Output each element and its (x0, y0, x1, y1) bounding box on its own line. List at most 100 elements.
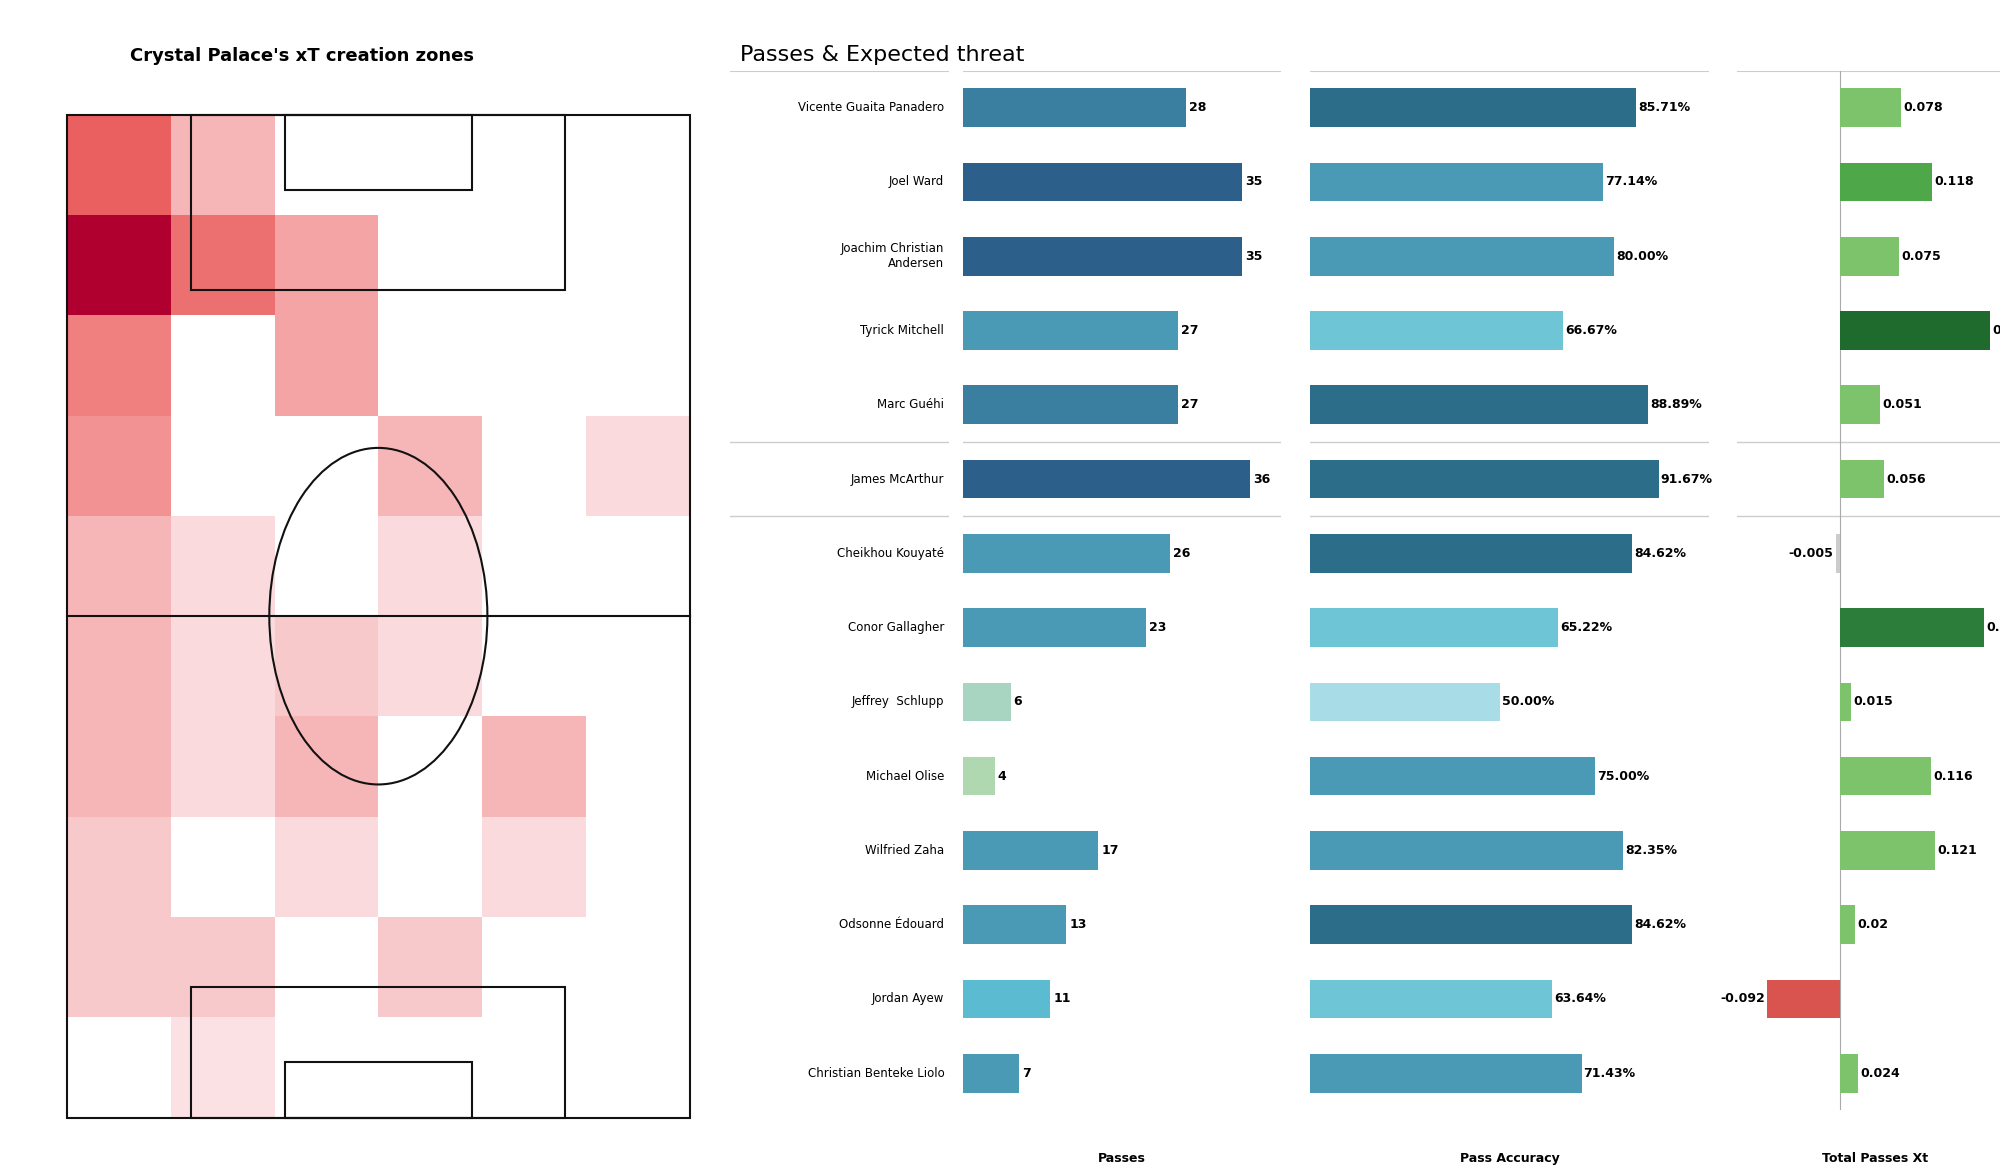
Bar (66, 717, 170, 817)
Bar (1836, 533, 1840, 572)
Text: 17: 17 (1102, 844, 1118, 857)
Bar (962, 683, 1010, 721)
Bar (66, 616, 170, 717)
Text: 35: 35 (1244, 175, 1262, 188)
Text: Vicente Guaita Panadero: Vicente Guaita Panadero (798, 101, 944, 114)
Bar (1840, 831, 1934, 870)
Bar (274, 215, 378, 315)
Text: -0.005: -0.005 (1788, 546, 1834, 559)
Bar (170, 215, 274, 315)
Bar (1840, 906, 1856, 944)
Text: 71.43%: 71.43% (1584, 1067, 1636, 1080)
Bar (962, 162, 1242, 201)
Bar (962, 609, 1146, 647)
Bar (284, 115, 472, 190)
Text: 0.121: 0.121 (1938, 844, 1976, 857)
Text: Odsonne Édouard: Odsonne Édouard (840, 918, 944, 931)
Text: 66.67%: 66.67% (1566, 324, 1618, 337)
Text: James McArthur: James McArthur (850, 472, 944, 485)
Text: 84.62%: 84.62% (1634, 918, 1686, 931)
Bar (962, 757, 994, 795)
Text: 85.71%: 85.71% (1638, 101, 1690, 114)
Bar (66, 916, 170, 1018)
Text: 65.22%: 65.22% (1560, 622, 1612, 634)
Text: 0.051: 0.051 (1882, 398, 1922, 411)
Bar (1840, 609, 1984, 647)
Bar (170, 717, 274, 817)
Bar (962, 385, 1178, 424)
Bar (170, 916, 274, 1018)
Text: 36: 36 (1252, 472, 1270, 485)
Text: 0.184: 0.184 (1986, 622, 2000, 634)
Text: 50.00%: 50.00% (1502, 696, 1554, 709)
Bar (66, 115, 170, 215)
Bar (66, 215, 170, 315)
Bar (1840, 1054, 1858, 1093)
Text: Michael Olise: Michael Olise (866, 770, 944, 783)
Bar (170, 516, 274, 616)
Bar (1310, 533, 1632, 572)
Bar (482, 817, 586, 916)
Text: 0.02: 0.02 (1858, 918, 1888, 931)
Bar (1768, 980, 1840, 1019)
Text: 0.056: 0.056 (1886, 472, 1926, 485)
Bar (1310, 831, 1624, 870)
Bar (962, 88, 1186, 127)
Text: 28: 28 (1190, 101, 1206, 114)
Bar (66, 315, 170, 416)
Text: 35: 35 (1244, 250, 1262, 263)
Bar (962, 533, 1170, 572)
Text: Pass Accuracy: Pass Accuracy (1460, 1152, 1560, 1164)
Bar (170, 1018, 274, 1117)
Bar (1840, 237, 1898, 275)
Bar (170, 616, 274, 717)
Text: 82.35%: 82.35% (1626, 844, 1678, 857)
Text: Passes: Passes (1098, 1152, 1146, 1164)
Bar (378, 416, 482, 516)
Bar (1310, 609, 1558, 647)
Bar (66, 516, 170, 616)
Bar (1310, 311, 1564, 350)
Text: 84.62%: 84.62% (1634, 546, 1686, 559)
Text: 88.89%: 88.89% (1650, 398, 1702, 411)
Bar (378, 616, 482, 717)
Text: -0.092: -0.092 (1720, 993, 1764, 1006)
Bar (1310, 162, 1604, 201)
Text: 0.116: 0.116 (1934, 770, 1972, 783)
Text: 13: 13 (1070, 918, 1086, 931)
Text: Jordan Ayew: Jordan Ayew (872, 993, 944, 1006)
Text: 4: 4 (998, 770, 1006, 783)
Text: 7: 7 (1022, 1067, 1030, 1080)
Text: Joachim Christian
Andersen: Joachim Christian Andersen (840, 242, 944, 270)
Text: 91.67%: 91.67% (1660, 472, 1712, 485)
Text: Tyrick Mitchell: Tyrick Mitchell (860, 324, 944, 337)
Bar (274, 717, 378, 817)
Text: Crystal Palace's xT creation zones: Crystal Palace's xT creation zones (130, 47, 474, 65)
Bar (482, 717, 586, 817)
Text: Cheikhou Kouyaté: Cheikhou Kouyaté (838, 546, 944, 559)
Text: 0.192: 0.192 (1992, 324, 2000, 337)
Text: Passes & Expected threat: Passes & Expected threat (740, 45, 1024, 65)
Bar (1840, 311, 1990, 350)
Text: Christian Benteke Liolo: Christian Benteke Liolo (808, 1067, 944, 1080)
Bar (962, 831, 1098, 870)
Bar (274, 315, 378, 416)
Text: 0.118: 0.118 (1934, 175, 1974, 188)
Bar (1310, 906, 1632, 944)
Bar (1310, 980, 1552, 1019)
Bar (1310, 683, 1500, 721)
Text: 27: 27 (1182, 398, 1198, 411)
Text: 0.024: 0.024 (1860, 1067, 1900, 1080)
Bar (378, 916, 482, 1018)
Bar (962, 906, 1066, 944)
Bar (586, 416, 690, 516)
Bar (962, 1054, 1018, 1093)
Text: Marc Guéhi: Marc Guéhi (878, 398, 944, 411)
Text: Joel Ward: Joel Ward (890, 175, 944, 188)
Text: 6: 6 (1014, 696, 1022, 709)
Bar (274, 616, 378, 717)
Bar (1310, 459, 1658, 498)
Text: 75.00%: 75.00% (1598, 770, 1650, 783)
Bar (1840, 683, 1852, 721)
Bar (274, 817, 378, 916)
